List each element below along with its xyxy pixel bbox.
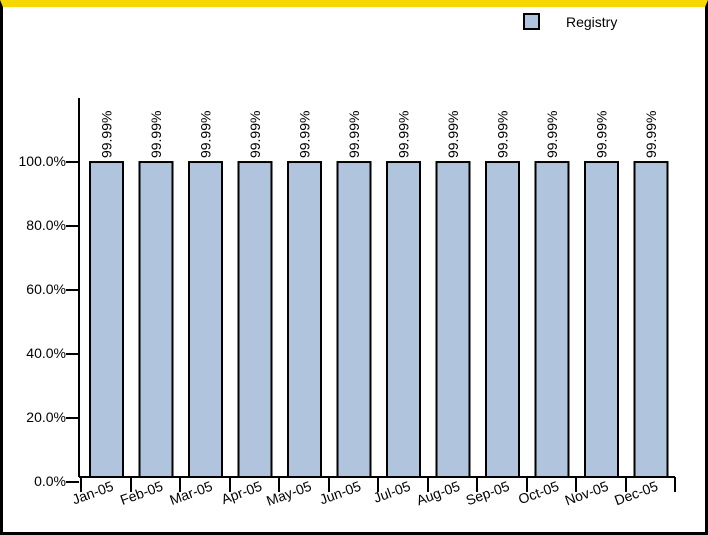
bar-jun-05	[336, 161, 372, 478]
bar-data-label: 99.99%	[297, 111, 313, 158]
y-tick-label: 0.0%	[34, 473, 66, 489]
bar-apr-05	[237, 161, 273, 478]
bar-nov-05	[584, 161, 619, 478]
y-tick-label: 100.0%	[19, 153, 66, 169]
bar-data-label: 99.99%	[247, 111, 263, 158]
y-tick-label: 40.0%	[26, 345, 66, 361]
x-tick-label: Oct-05	[516, 478, 561, 507]
x-tick-label: Dec-05	[612, 478, 660, 509]
x-tick-label: Aug-05	[414, 478, 462, 509]
x-tick-label: Feb-05	[118, 478, 165, 508]
x-tick-label: Apr-05	[219, 478, 264, 507]
bar-data-label: 99.99%	[198, 111, 214, 158]
x-tick-label: Sep-05	[464, 478, 512, 509]
bar-data-label: 99.99%	[495, 111, 511, 158]
bar-series-registry	[89, 161, 669, 478]
bar-jul-05	[386, 161, 421, 478]
bar-data-label: 99.99%	[148, 111, 164, 158]
legend-swatch-registry	[523, 13, 540, 30]
x-tick-label: May-05	[264, 478, 314, 509]
bar-data-label: 99.99%	[99, 111, 115, 158]
bar-data-label: 99.99%	[643, 111, 659, 158]
bar-may-05	[287, 161, 322, 478]
bar-mar-05	[188, 161, 223, 478]
y-axis: 0.0% 20.0% 40.0% 60.0% 80.0% 100.0%	[19, 98, 80, 489]
bar-data-label: 99.99%	[445, 111, 461, 158]
bar-data-labels: 99.99% 99.99% 99.99% 99.99% 99.99% 99.99% 99.9…	[99, 111, 660, 158]
chart-legend: Registry	[523, 13, 617, 30]
x-tick-label: Mar-05	[167, 478, 214, 508]
bar-jan-05	[89, 161, 124, 478]
x-tick-label: Nov-05	[563, 478, 611, 509]
bar-dec-05	[633, 161, 669, 478]
x-axis: Jan-05 Feb-05 Mar-05 Apr-05 May-05 Jun-05 Jul-…	[70, 476, 676, 509]
bar-data-label: 99.99%	[544, 111, 560, 158]
y-tick-label: 80.0%	[26, 217, 66, 233]
legend-label-registry: Registry	[566, 14, 617, 30]
bar-sep-05	[485, 161, 520, 478]
bar-oct-05	[534, 161, 570, 478]
y-tick-label: 60.0%	[26, 281, 66, 297]
y-tick-label: 20.0%	[26, 409, 66, 425]
x-tick-label: Jun-05	[317, 478, 363, 508]
bar-data-label: 99.99%	[396, 111, 412, 158]
bar-aug-05	[435, 161, 471, 478]
bar-data-label: 99.99%	[594, 111, 610, 158]
bar-feb-05	[138, 161, 174, 478]
bar-data-label: 99.99%	[346, 111, 362, 158]
